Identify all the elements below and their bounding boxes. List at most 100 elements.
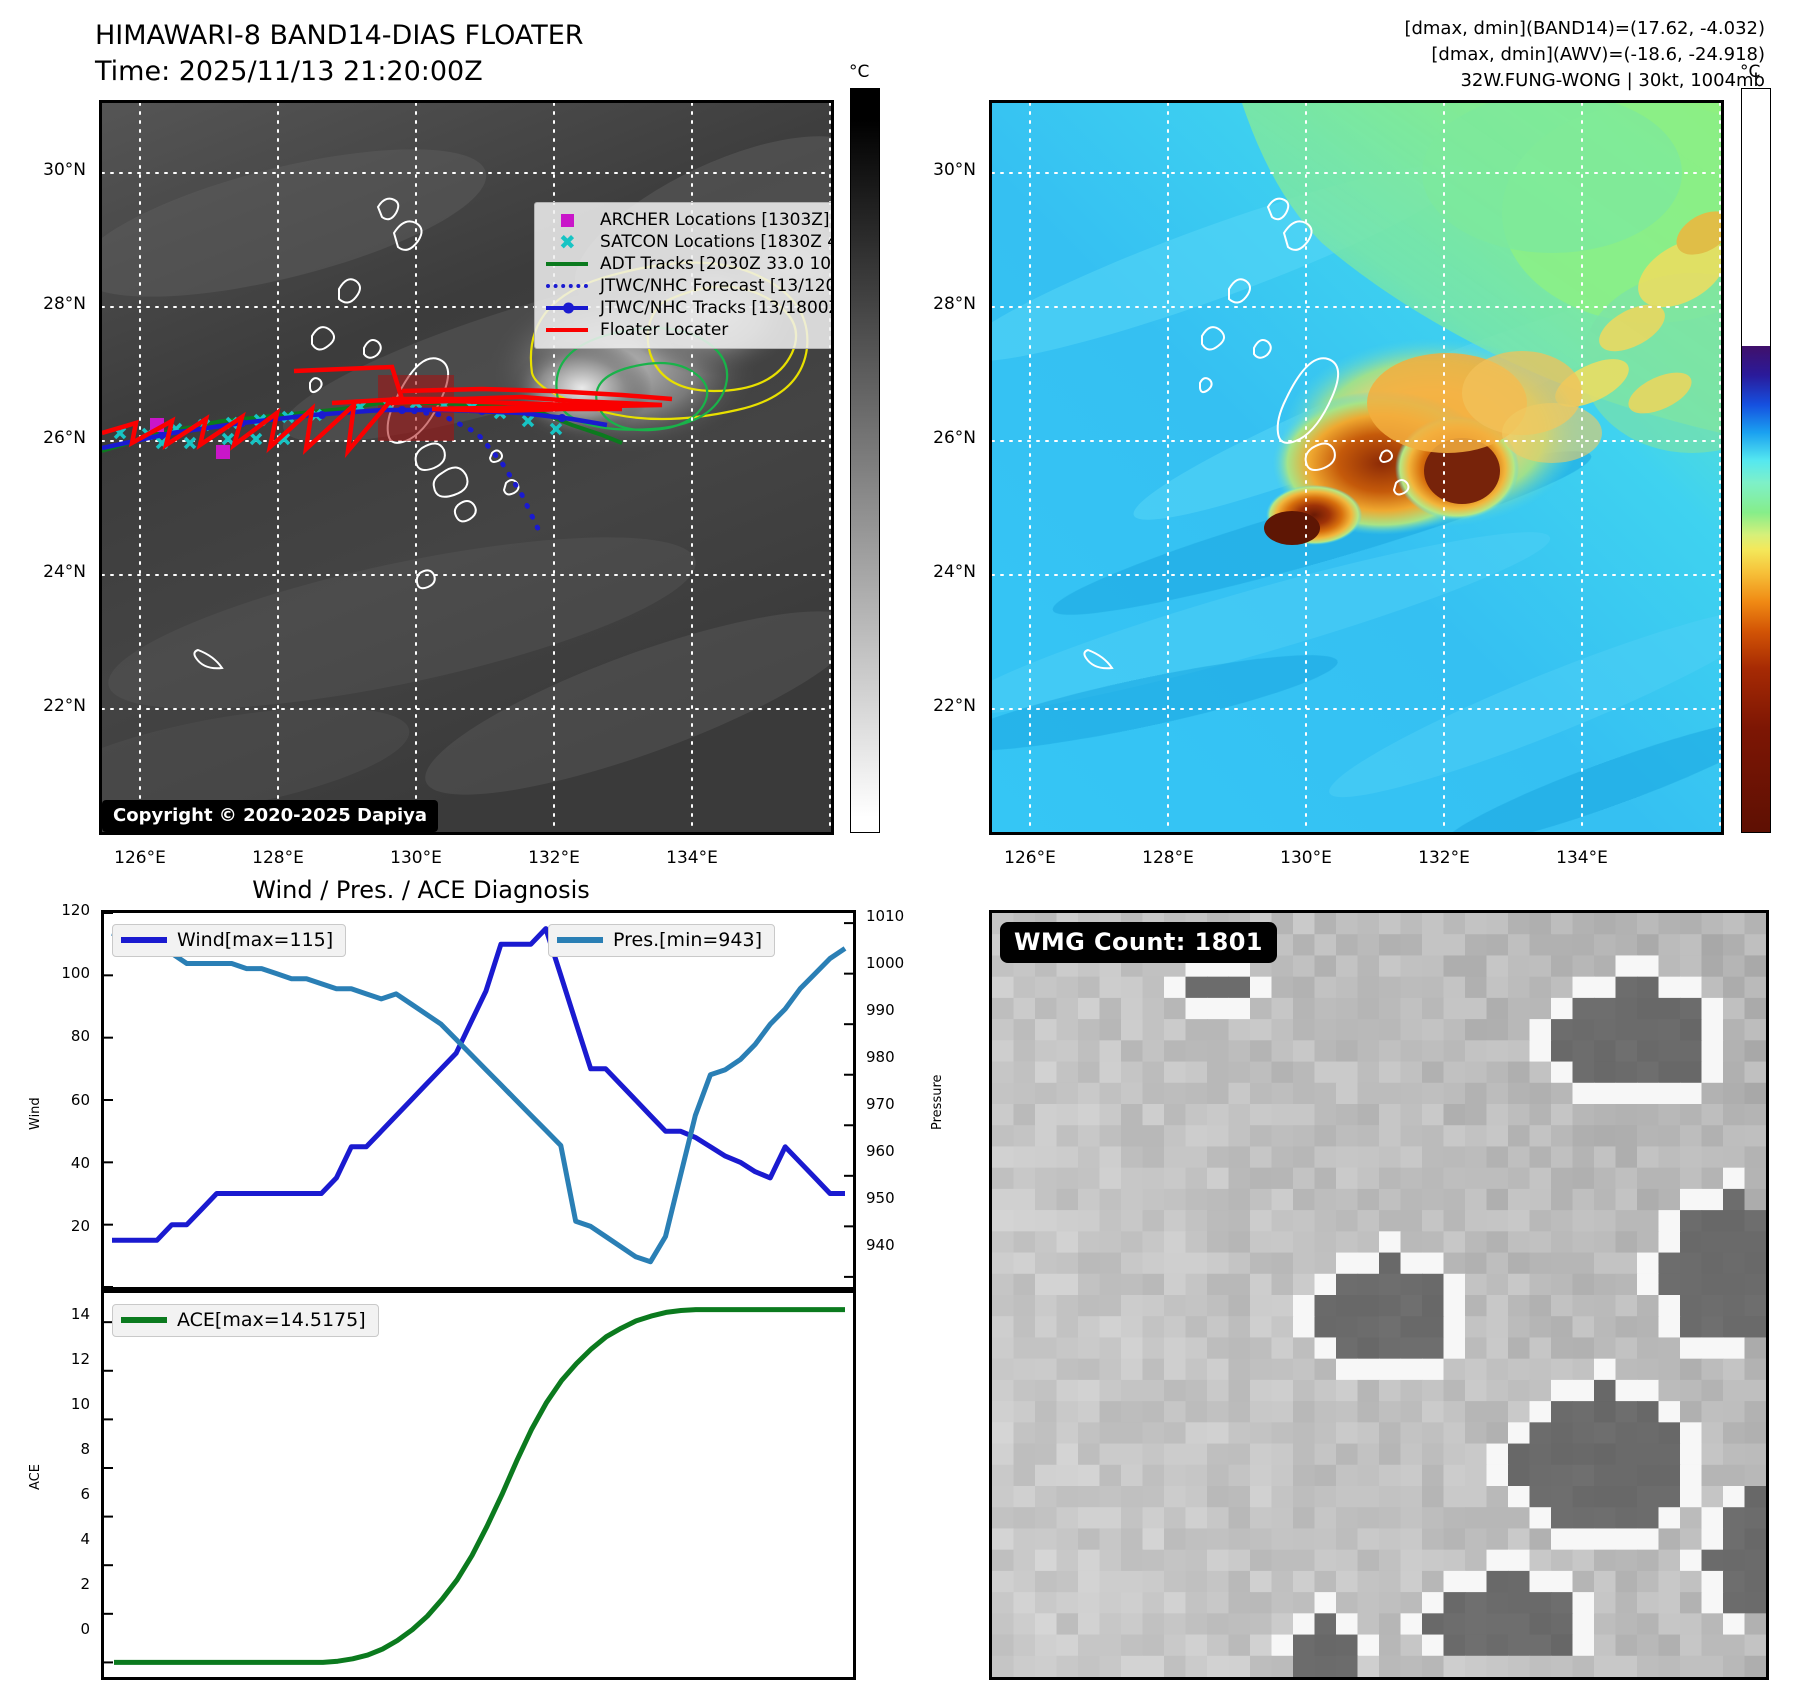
archer-square-icon [543, 211, 591, 229]
storm-id-intensity: 32W.FUNG-WONG | 30kt, 1004mb [1460, 70, 1765, 92]
satcon-x-icon: ✖ [559, 230, 576, 254]
wind-pressure-plot-area [104, 913, 853, 1287]
ace-series-line [114, 1307, 845, 1665]
adt-line-icon [543, 255, 591, 273]
colorbar-ir-gradient [850, 88, 880, 833]
wind-legend-line-icon [121, 937, 167, 943]
legend-label-tracks: JTWC/NHC Tracks [13/1800Z] [600, 298, 834, 318]
lon-tick2-128e: 128°E [1142, 848, 1194, 868]
ir-floater-map[interactable]: ARCHER Locations [1303Z] ✖ SATCON Locati… [99, 100, 834, 835]
lon-tick-134e: 134°E [666, 848, 718, 868]
lat-tick-22n: 22°N [43, 696, 86, 716]
forecast-dotted-line-icon [543, 277, 591, 295]
legend-row-archer[interactable]: ARCHER Locations [1303Z] [543, 209, 831, 231]
diagnosis-chart-title: Wind / Pres. / ACE Diagnosis [252, 876, 590, 904]
ace-legend[interactable]: ACE[max=14.5175] [112, 1304, 379, 1337]
lon-tick-128e: 128°E [252, 848, 304, 868]
enhanced-satellite-imagery [992, 103, 1721, 832]
floater-title-line: HIMAWARI-8 BAND14-DIAS FLOATER [95, 20, 584, 51]
lon-tick-126e: 126°E [114, 848, 166, 868]
ace-ytick-0: 0 [80, 1620, 90, 1638]
wind-axis-label: Wind [28, 1097, 43, 1130]
legend-row-forecast[interactable]: JTWC/NHC Forecast [13/1200Z] [543, 275, 831, 297]
legend-label-forecast: JTWC/NHC Forecast [13/1200Z] [600, 276, 831, 296]
wind-ytick-20: 20 [70, 1217, 90, 1235]
ace-ytick-12: 12 [70, 1350, 90, 1368]
enhanced-ir-map[interactable] [989, 100, 1724, 835]
lat-tick2-30n: 30°N [933, 160, 976, 180]
wmg-pixel-texture [992, 913, 1766, 1677]
colorbar-enhanced [1741, 88, 1797, 833]
floater-title: HIMAWARI-8 BAND14-DIAS FLOATER Time: 202… [95, 18, 584, 91]
pres-ytick-960: 960 [866, 1142, 895, 1160]
wind-legend-label: Wind[max=115] [177, 929, 334, 951]
wind-ytick-120: 120 [61, 901, 90, 919]
legend-label-floater: Floater Locater [600, 320, 729, 340]
pressure-axis-label: Pressure [930, 1074, 945, 1130]
colorbar-enh-gradient [1741, 88, 1771, 833]
lon-tick2-134e: 134°E [1556, 848, 1608, 868]
ace-chart[interactable] [101, 1290, 856, 1680]
lon-tick-132e: 132°E [528, 848, 580, 868]
lat-tick-24n: 24°N [43, 562, 86, 582]
legend-row-satcon[interactable]: ✖ SATCON Locations [1830Z 40 1001] [543, 230, 831, 254]
wind-ytick-40: 40 [70, 1154, 90, 1172]
ace-axis-label: ACE [28, 1464, 43, 1490]
ace-ytick-10: 10 [70, 1395, 90, 1413]
map-legend: ARCHER Locations [1303Z] ✖ SATCON Locati… [534, 202, 834, 349]
wind-pressure-chart[interactable] [101, 910, 856, 1290]
wind-ytick-60: 60 [70, 1091, 90, 1109]
floater-time-line: Time: 2025/11/13 21:20:00Z [95, 56, 483, 88]
legend-row-tracks[interactable]: JTWC/NHC Tracks [13/1800Z] [543, 297, 834, 319]
wind-series-line [112, 926, 845, 1243]
pressure-legend-line-icon [557, 937, 603, 943]
ace-ytick-4: 4 [80, 1530, 90, 1548]
jtwc-nhc-forecast [399, 407, 543, 536]
colorbar-ir-unit: °C [849, 62, 870, 82]
lat-tick2-24n: 24°N [933, 562, 976, 582]
pres-ytick-1010: 1010 [866, 907, 905, 925]
legend-row-adt[interactable]: ADT Tracks [2030Z 33.0 1001.8] [543, 253, 832, 275]
colorbar-ir [850, 88, 970, 833]
dmax-dmin-band14: [dmax, dmin](BAND14)=(17.62, -4.032) [1404, 18, 1765, 39]
wind-legend[interactable]: Wind[max=115] [112, 924, 347, 957]
lon-tick-130e: 130°E [390, 848, 442, 868]
legend-label-satcon: SATCON Locations [1830Z 40 1001] [600, 232, 831, 252]
lat-tick2-28n: 28°N [933, 294, 976, 314]
wmg-count-badge: WMG Count: 1801 [1000, 922, 1277, 963]
right-panel-header: [dmax, dmin](BAND14)=(17.62, -4.032) [dm… [1404, 16, 1765, 94]
ace-ytick-6: 6 [80, 1485, 90, 1503]
lat-tick-30n: 30°N [43, 160, 86, 180]
lat-tick2-26n: 26°N [933, 428, 976, 448]
floater-line-icon [543, 321, 591, 339]
lat-tick-28n: 28°N [43, 294, 86, 314]
wmg-grayscale-panel[interactable] [989, 910, 1769, 1680]
pres-ytick-1000: 1000 [866, 954, 905, 972]
pres-ytick-980: 980 [866, 1048, 895, 1066]
pres-ytick-950: 950 [866, 1189, 895, 1207]
pressure-legend-label: Pres.[min=943] [613, 929, 762, 951]
pressure-series-line [111, 930, 847, 1265]
ace-ytick-8: 8 [80, 1440, 90, 1458]
wind-ytick-80: 80 [70, 1027, 90, 1045]
wind-ytick-100: 100 [61, 964, 90, 982]
lon-tick2-126e: 126°E [1004, 848, 1056, 868]
track-line-dot-icon [543, 299, 591, 317]
legend-label-adt: ADT Tracks [2030Z 33.0 1001.8] [600, 254, 832, 274]
pres-ytick-970: 970 [866, 1095, 895, 1113]
ace-ytick-14: 14 [70, 1305, 90, 1323]
ace-plot-area [104, 1307, 845, 1665]
colorbar-enh-unit: °C [1740, 62, 1761, 82]
pres-ytick-990: 990 [866, 1001, 895, 1019]
ace-legend-line-icon [121, 1317, 167, 1323]
legend-row-floater[interactable]: Floater Locater [543, 319, 831, 341]
legend-label-archer: ARCHER Locations [1303Z] [600, 210, 830, 230]
pressure-legend[interactable]: Pres.[min=943] [548, 924, 775, 957]
lat-tick-26n: 26°N [43, 428, 86, 448]
copyright-badge: Copyright © 2020-2025 Dapiya [102, 800, 439, 832]
lon-tick2-132e: 132°E [1418, 848, 1470, 868]
floater-locater-track [102, 364, 673, 459]
pres-ytick-940: 940 [866, 1236, 895, 1254]
lon-tick2-130e: 130°E [1280, 848, 1332, 868]
ace-legend-label: ACE[max=14.5175] [177, 1309, 366, 1331]
